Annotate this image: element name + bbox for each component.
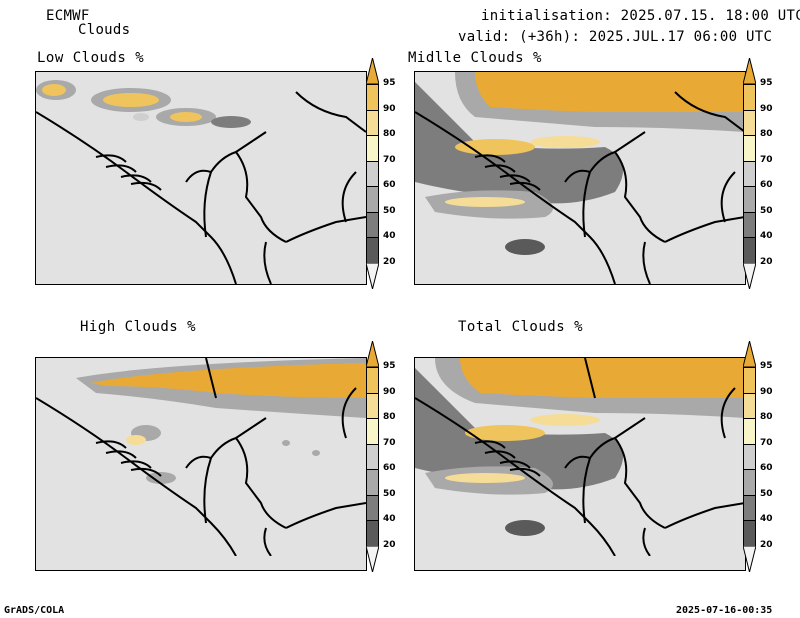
colorbar-swatch (366, 186, 379, 213)
colorbar-swatch (366, 160, 379, 187)
map-middle-clouds (414, 71, 746, 285)
colorbar-label: 40 (760, 231, 773, 241)
valid-time: valid: (+36h): 2025.JUL.17 06:00 UTC (458, 29, 773, 45)
colorbar-label: 20 (383, 256, 396, 267)
colorbar-swatch (366, 494, 379, 521)
panel-title-high: High Clouds % (80, 319, 197, 335)
colorbar-total: 95 90 80 70 60 50 40 20 (743, 341, 793, 577)
colorbar-label: 70 (760, 437, 773, 448)
colorbar-label: 95 (383, 78, 396, 88)
colorbar-top-arrow (366, 341, 379, 367)
colorbar-low: 95 90 80 70 60 50 40 20 (366, 58, 416, 294)
colorbar-label: 80 (383, 129, 396, 139)
colorbar-label: 60 (383, 463, 396, 473)
colorbar-swatch (743, 392, 756, 419)
colorbar-swatch (366, 237, 379, 264)
total-clouds-field (415, 358, 745, 556)
colorbar-swatch (743, 520, 756, 547)
colorbar-middle: 95 90 80 70 60 50 40 20 (743, 58, 793, 294)
panel-title-low: Low Clouds % (37, 50, 145, 66)
colorbar-swatch (743, 469, 756, 496)
colorbar-bottom-arrow (366, 545, 379, 572)
colorbar-label: 50 (760, 488, 773, 499)
colorbar-label: 70 (383, 154, 396, 165)
colorbar-swatch (366, 211, 379, 238)
colorbar-label: 95 (760, 361, 773, 371)
colorbar-label: 50 (383, 205, 396, 216)
colorbar-label: 20 (760, 256, 773, 267)
colorbar-swatch (743, 186, 756, 213)
colorbar-swatch (366, 109, 379, 136)
colorbar-label: 20 (383, 539, 396, 550)
colorbar-label: 90 (760, 386, 773, 397)
panel-title-middle: Midlle Clouds % (408, 50, 542, 66)
footer-timestamp: 2025-07-16-00:35 (676, 605, 773, 616)
map-high-clouds (35, 357, 367, 571)
colorbar-label: 50 (760, 205, 773, 216)
map-low-clouds (35, 71, 367, 285)
colorbar-top-arrow (743, 58, 756, 84)
colorbar-label: 90 (760, 103, 773, 114)
colorbar-bottom-arrow (743, 545, 756, 572)
colorbar-label: 50 (383, 488, 396, 499)
colorbar-swatch (743, 237, 756, 264)
colorbar-label: 70 (760, 154, 773, 165)
low-clouds-field (36, 80, 366, 284)
colorbar-label: 20 (760, 539, 773, 550)
colorbar-label: 90 (383, 103, 396, 114)
colorbar-label: 60 (383, 180, 396, 190)
colorbar-high: 95 90 80 70 60 50 40 20 (366, 341, 416, 577)
colorbar-label: 40 (383, 231, 396, 241)
colorbar-swatch (366, 392, 379, 419)
colorbar-label: 95 (760, 78, 773, 88)
colorbar-label: 60 (760, 180, 773, 190)
footer-software: GrADS/COLA (4, 605, 65, 616)
colorbar-label: 80 (760, 412, 773, 422)
colorbar-swatch (743, 135, 756, 162)
colorbar-swatch (366, 135, 379, 162)
colorbar-bottom-arrow (743, 262, 756, 289)
panel-title-total: Total Clouds % (458, 319, 584, 335)
colorbar-swatch (366, 520, 379, 547)
colorbar-swatch (743, 367, 756, 394)
colorbar-swatch (743, 418, 756, 445)
colorbar-swatch (743, 494, 756, 521)
map-total-clouds (414, 357, 746, 571)
field-name: Clouds (78, 22, 131, 38)
initialisation-time: initialisation: 2025.07.15. 18:00 UTC (481, 8, 800, 24)
high-clouds-field (36, 358, 366, 556)
colorbar-swatch (743, 84, 756, 111)
middle-clouds-field (415, 72, 745, 284)
colorbar-swatch (366, 469, 379, 496)
colorbar-swatch (743, 211, 756, 238)
colorbar-label: 40 (383, 514, 396, 524)
colorbar-label: 90 (383, 386, 396, 397)
colorbar-label: 40 (760, 514, 773, 524)
colorbar-label: 80 (760, 129, 773, 139)
colorbar-bottom-arrow (366, 262, 379, 289)
colorbar-swatch (366, 367, 379, 394)
colorbar-swatch (743, 443, 756, 470)
colorbar-swatch (743, 109, 756, 136)
colorbar-label: 70 (383, 437, 396, 448)
colorbar-top-arrow (743, 341, 756, 367)
colorbar-top-arrow (366, 58, 379, 84)
colorbar-swatch (366, 443, 379, 470)
model-name: ECMWF (46, 8, 90, 24)
colorbar-label: 95 (383, 361, 396, 371)
colorbar-label: 60 (760, 463, 773, 473)
colorbar-swatch (366, 418, 379, 445)
colorbar-label: 80 (383, 412, 396, 422)
colorbar-swatch (366, 84, 379, 111)
colorbar-swatch (743, 160, 756, 187)
